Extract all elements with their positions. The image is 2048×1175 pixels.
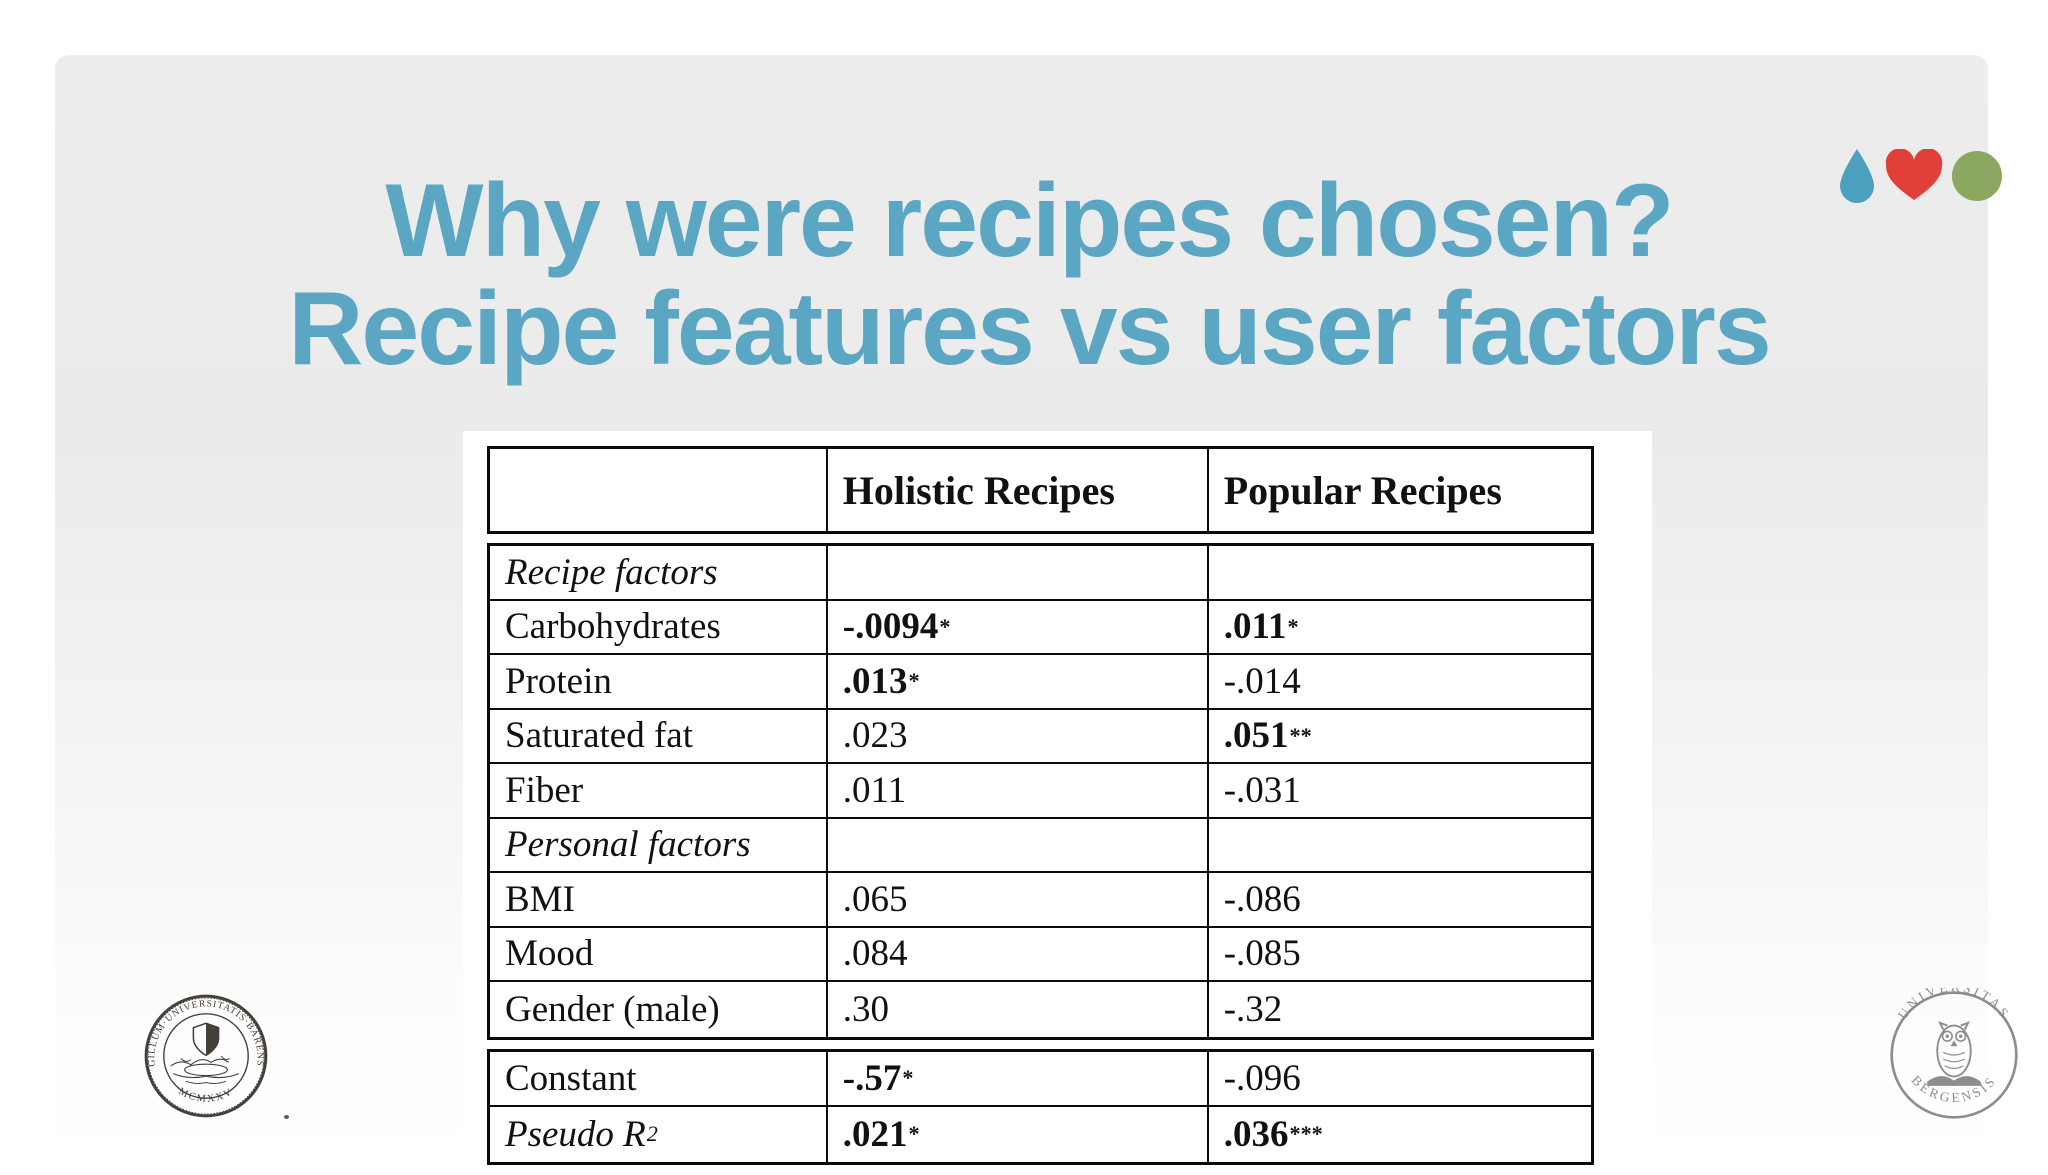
bergen-seal-bottom-text: BERGENSIS [1909,1072,1997,1105]
cell-popular: -.031 [1206,764,1591,819]
row-label: Gender (male) [505,988,720,1030]
cell-popular [1206,818,1591,873]
header-cell-empty [490,449,826,531]
title-line-2: Recipe features vs user factors [288,271,1771,387]
cell-holistic: .013 * [825,655,1207,710]
cell-popular: .051 ** [1206,709,1591,764]
green-circle-icon [1952,150,2002,201]
row-label: Constant [490,1052,826,1107]
cell-popular: -.32 [1206,982,1591,1037]
row-label: Mood [490,928,826,982]
row-label: BMI [490,873,826,928]
water-drop-icon [1840,149,1874,203]
logo-icon-group [1838,148,2002,203]
bergen-seal-owl [1927,1021,1981,1086]
table-header-row: Holistic Recipes Popular Recipes [487,446,1594,534]
stray-dot-mark [284,1115,289,1119]
cell-popular: -.086 [1206,873,1591,928]
cell-holistic: .065 [825,873,1207,928]
regression-table-panel: Holistic Recipes Popular Recipes Recipe … [463,431,1652,1175]
bari-seal-emblem [170,1022,239,1084]
cell-holistic [825,818,1207,873]
table-body: Recipe factors Carbohydrates -.0094 * .01… [487,543,1594,1040]
cell-popular: .011 * [1206,600,1591,655]
slide-background: Why were recipes chosen? Recipe features… [55,55,2018,1175]
row-label: Carbohydrates [490,601,826,655]
cell-popular: -.096 [1206,1051,1591,1107]
cell-popular: -.014 [1206,655,1591,710]
cell-holistic [825,546,1207,601]
university-bari-seal-logo: SIGILLUM·UNIVERSITATIS·BARENSIS MCMXXV [143,993,268,1118]
cell-holistic: -.0094 * [825,600,1207,655]
cell-popular: -.085 [1206,927,1591,982]
cell-popular: .036 *** [1206,1106,1591,1162]
heart-icon [1885,149,1943,200]
bari-seal-arc-text: SIGILLUM·UNIVERSITATIS·BARENSIS [143,993,265,1067]
cell-holistic: .011 [825,764,1207,819]
row-label: Saturated fat [490,710,826,764]
university-bergen-seal-logo: UNIVERSITAS BERGENSIS [1890,988,2018,1119]
row-label: Personal factors [490,819,826,873]
row-label: Protein [490,655,826,710]
cell-holistic: .023 [825,709,1207,764]
cell-holistic: -.57 * [825,1051,1207,1107]
svg-text:BERGENSIS: BERGENSIS [1909,1072,2000,1105]
cell-holistic: .084 [825,927,1207,982]
cell-popular [1206,546,1591,601]
header-cell-popular: Popular Recipes [1206,449,1591,531]
cell-holistic: .021 * [825,1106,1207,1162]
svg-text:UNIVERSITAS: UNIVERSITAS [1895,988,2013,1022]
slide-title: Why were recipes chosen? Recipe features… [55,167,2003,383]
cell-holistic: .30 [825,982,1207,1037]
header-cell-holistic: Holistic Recipes [825,449,1207,531]
bari-seal-year-text: MCMXXV [177,1086,234,1105]
bergen-seal-top-text: UNIVERSITAS [1895,988,2010,1022]
title-line-1: Why were recipes chosen? [385,163,1674,279]
svg-text:MCMXXV: MCMXXV [177,1086,236,1105]
row-label: Recipe factors [490,546,826,601]
svg-text:SIGILLUM·UNIVERSITATIS·BARENSI: SIGILLUM·UNIVERSITATIS·BARENSIS [143,993,266,1067]
row-label: Fiber [490,764,826,819]
